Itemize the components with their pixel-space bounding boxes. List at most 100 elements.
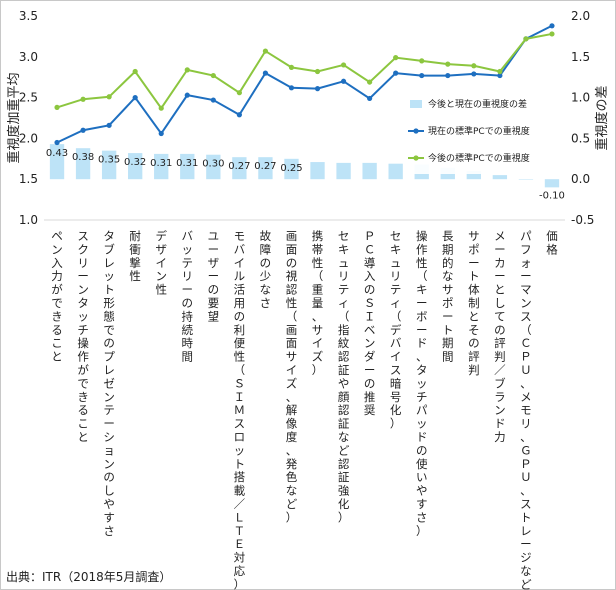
category-label: 操作性（キーボード、タッチパッドの使いやすさ）	[416, 229, 428, 538]
left-tick-label: 2.5	[19, 91, 38, 105]
line-point	[471, 63, 477, 69]
bar-data-label: 0.43	[46, 148, 68, 159]
line-point	[393, 55, 399, 61]
bar-data-label: 0.30	[202, 159, 224, 170]
source-note: 出典：ITR（2018年5月調査）	[6, 570, 172, 584]
line-point	[106, 94, 112, 100]
bar	[101, 150, 117, 180]
category-label: デザイン性	[155, 229, 167, 297]
bar-data-labels: 0.43 0.38 0.35 0.32 0.31 0.31 0.30 0.27 0.27 0.25…	[46, 148, 565, 201]
bar-data-label: 0.25	[280, 163, 302, 174]
line-point	[367, 95, 373, 102]
category-label: スクリーンタッチ操作ができること	[77, 229, 89, 444]
bar	[544, 179, 560, 188]
legend-box	[406, 92, 556, 174]
line-point	[210, 97, 216, 103]
line-point	[288, 85, 295, 91]
line-point	[314, 86, 321, 92]
category-label: ユーザーの要望	[208, 229, 220, 323]
category-label: 画面の視認性（画面サイズ、解像度、発色など）	[286, 229, 298, 524]
line-point	[236, 112, 242, 118]
category-label: ＰＣ導入のＳＩベンダーの推奨	[364, 229, 376, 417]
line-point	[288, 64, 295, 71]
line-point	[54, 139, 60, 146]
line-point	[419, 58, 425, 64]
category-label: パフォーマンス（ＣＰＵ、メモリ、ＧＰＵ、ストレージなど）	[520, 229, 532, 590]
line-point	[262, 48, 269, 54]
line-point	[54, 104, 60, 110]
bar	[518, 179, 534, 180]
category-label: セキュリティ（デバイス暗号化）	[390, 229, 402, 431]
category-label: タブレット形態でのプレゼンテーションのしやすさ	[103, 229, 115, 538]
bar	[310, 162, 325, 180]
line-point	[158, 130, 164, 137]
right-tick-label: 2.0	[571, 9, 590, 23]
bar	[75, 148, 91, 180]
legend-entry: 現在の標準PCでの重視度	[428, 125, 530, 137]
category-label: 長期的なサポート期間	[442, 229, 454, 364]
line-point	[340, 62, 347, 68]
bar-data-label: 0.31	[150, 158, 172, 169]
line-point	[445, 61, 451, 67]
line-point	[393, 70, 399, 76]
right-tick-label: 1.5	[571, 50, 590, 64]
legend-marker	[413, 155, 419, 161]
bar	[388, 163, 403, 180]
left-tick-label: 3.0	[19, 50, 38, 64]
bar-data-label: 0.38	[72, 152, 94, 163]
right-tick-label: 0.0	[571, 172, 590, 186]
line-point	[549, 23, 555, 29]
bar	[284, 158, 299, 180]
line-point	[549, 31, 555, 37]
category-label: モバイル活用の利便性（ＳＩＭスロット搭載／ＬＴＥ対応）	[234, 229, 246, 590]
line-point	[158, 105, 164, 111]
bar-data-label: 0.35	[98, 155, 120, 166]
line-point	[262, 70, 269, 76]
right-axis-title: 重視度の差	[594, 85, 610, 150]
bar-data-label: 0.32	[124, 157, 146, 168]
right-axis-ticks: -0.5 0.0 0.5 1.0 1.5 2.0	[571, 9, 594, 227]
left-tick-label: 3.5	[19, 9, 38, 23]
bar	[466, 171, 481, 180]
bar	[492, 175, 508, 180]
left-axis-title: 重視度加重平均	[6, 72, 22, 163]
bar-data-label: 0.27	[228, 161, 250, 172]
line-point	[106, 122, 112, 128]
left-axis-ticks: 1.0 1.5 2.0 2.5 3.0 3.5	[19, 9, 38, 227]
category-label: 耐衝撃性	[129, 229, 141, 283]
bar	[49, 144, 65, 180]
line-point	[132, 68, 138, 75]
line-point	[80, 96, 86, 102]
line-point	[314, 68, 321, 75]
category-label: サポート体制とその評判	[468, 229, 480, 377]
bar	[336, 162, 351, 180]
line-point	[523, 36, 529, 42]
legend-entry: 今後と現在の重視度の差	[428, 98, 527, 110]
legend-marker	[413, 128, 419, 134]
legend-swatch	[410, 100, 422, 108]
bar	[206, 154, 221, 180]
category-label: メーカーとしての評判／ブランド力	[494, 229, 506, 444]
line-point	[80, 127, 86, 133]
line-point	[236, 90, 242, 96]
right-tick-label: 0.5	[571, 131, 590, 145]
bar	[128, 153, 143, 180]
right-tick-label: 1.0	[571, 91, 590, 105]
line-point	[184, 92, 190, 98]
category-label: 携帯性（重量、サイズ）	[312, 229, 324, 377]
line-series-path	[56, 32, 553, 110]
line-point	[132, 95, 138, 101]
left-tick-label: 1.0	[19, 213, 38, 227]
category-label: セキュリティ（指紋認証や顔認証など認証強化）	[338, 229, 350, 524]
line-series	[54, 23, 555, 146]
bar-data-label: 0.31	[176, 158, 198, 169]
legend-entry: 今後の標準PCでの重視度	[428, 152, 530, 164]
line-point	[471, 71, 477, 77]
bar-data-label: 0.27	[254, 161, 276, 172]
line-point	[367, 79, 373, 85]
bar-data-label: -0.10	[539, 190, 565, 201]
line-series-path	[56, 24, 553, 144]
bar	[180, 153, 195, 180]
